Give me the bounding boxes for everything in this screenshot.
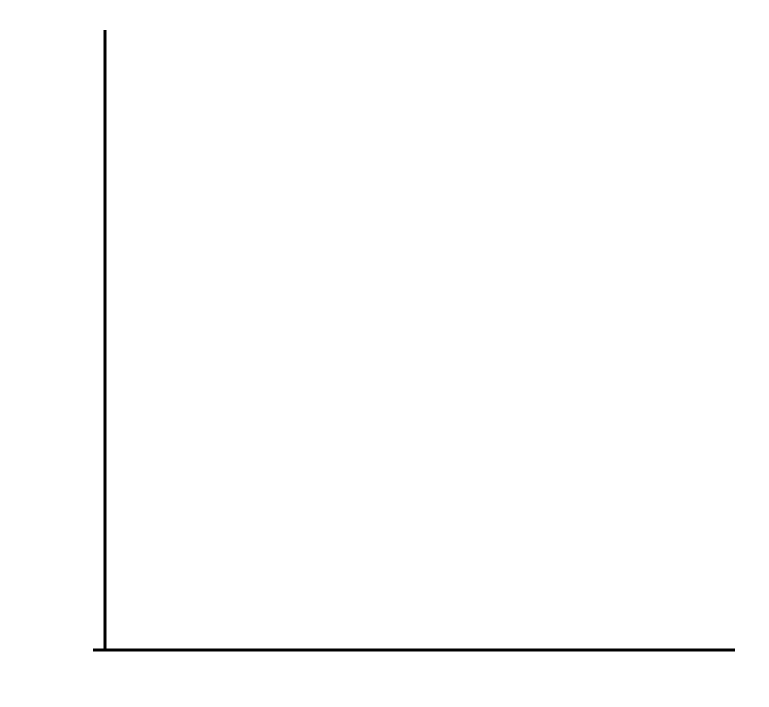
loh-bar-chart: [0, 0, 769, 707]
chart-svg: [0, 0, 769, 707]
